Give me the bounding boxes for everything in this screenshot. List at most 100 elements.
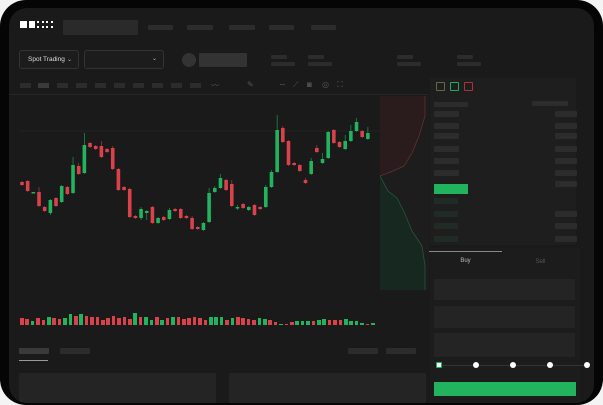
buy-tab-underline — [429, 251, 502, 252]
timeframe-button[interactable] — [20, 83, 31, 88]
candle — [99, 141, 104, 158]
candle — [247, 206, 251, 211]
orderbook-asks-icon[interactable] — [464, 82, 473, 91]
nav-item[interactable] — [229, 25, 255, 30]
tab-sell[interactable]: Sell — [535, 259, 546, 265]
candle — [315, 145, 319, 153]
price-input[interactable] — [434, 279, 575, 300]
volume-bar — [176, 317, 181, 325]
candle-body — [320, 159, 325, 163]
orderbook-both-icon[interactable] — [436, 82, 445, 91]
candle — [88, 142, 92, 148]
bid-row[interactable] — [434, 211, 458, 217]
nav-item[interactable] — [269, 25, 294, 30]
amount-input[interactable] — [434, 306, 575, 328]
timeframe-button[interactable] — [38, 83, 49, 88]
candle — [20, 181, 24, 186]
timeframe-button[interactable] — [152, 83, 163, 88]
orderbook-header-amount — [532, 101, 568, 106]
candle — [161, 216, 166, 221]
volume-bar — [327, 319, 332, 325]
volume-bar — [203, 319, 208, 325]
stat-value — [457, 62, 481, 66]
slider-step[interactable] — [584, 362, 590, 368]
candle — [309, 158, 313, 175]
ask-row[interactable] — [434, 123, 459, 129]
volume-bar — [79, 314, 83, 325]
candle — [116, 168, 121, 191]
chevron-down-icon: ⌄ — [66, 57, 72, 63]
total-input[interactable] — [434, 333, 575, 357]
candle — [332, 129, 336, 144]
nav-item[interactable] — [311, 25, 336, 30]
nav-item[interactable] — [148, 25, 173, 30]
candle — [65, 186, 70, 195]
search-bar[interactable] — [63, 20, 138, 35]
timeframe-button[interactable] — [57, 83, 68, 88]
filter-button[interactable] — [386, 348, 416, 354]
timeframe-button[interactable] — [133, 83, 144, 88]
candle-body — [354, 122, 359, 131]
volume-bar — [268, 319, 272, 325]
ask-row[interactable] — [434, 158, 459, 164]
candle — [93, 145, 98, 150]
candle-body — [298, 165, 302, 171]
okx-logo[interactable] — [20, 21, 53, 28]
timeframe-button[interactable] — [95, 83, 106, 88]
ruler-icon[interactable]: ⟋ — [293, 80, 299, 89]
depth-bids-area — [380, 176, 425, 290]
filter-button[interactable] — [348, 348, 378, 354]
fullscreen-icon[interactable]: ⛶ — [337, 80, 343, 89]
candle-body — [116, 169, 121, 190]
volume-bar — [25, 318, 29, 325]
buy-button[interactable] — [434, 382, 576, 396]
volume-bar — [74, 315, 78, 325]
draw-icon[interactable]: ✎ — [247, 80, 254, 89]
candlestick-chart[interactable] — [9, 8, 429, 338]
candle-body — [133, 216, 138, 218]
candle — [258, 206, 262, 210]
candle-body — [212, 188, 217, 192]
ask-row[interactable] — [434, 111, 459, 117]
ask-row[interactable] — [434, 133, 459, 139]
pair-select[interactable]: ⌄ — [84, 50, 164, 69]
ask-row[interactable] — [434, 146, 459, 152]
timeframe-button[interactable] — [171, 83, 182, 88]
timeframe-button[interactable] — [76, 83, 87, 88]
candle-body — [54, 198, 58, 206]
tab-order-history[interactable] — [60, 348, 90, 354]
slider-step[interactable] — [473, 362, 479, 368]
line-icon[interactable]: ∼ — [279, 80, 286, 89]
candle-body — [275, 130, 279, 172]
tab-open-orders[interactable] — [19, 348, 49, 354]
slider-step[interactable] — [547, 362, 553, 368]
timeframe-button[interactable] — [190, 83, 201, 88]
orderbook-bids-icon[interactable] — [450, 82, 459, 91]
camera-icon[interactable]: ◙ — [307, 80, 312, 89]
volume-bar — [333, 320, 337, 325]
volume-bar — [354, 321, 359, 325]
volume-bar — [128, 318, 132, 325]
volume-bar — [219, 317, 224, 325]
market-select-label: Spot Trading — [28, 56, 65, 63]
candle — [31, 192, 36, 194]
slider-step[interactable] — [510, 362, 516, 368]
bid-row[interactable] — [434, 223, 458, 229]
tab-buy[interactable]: Buy — [460, 258, 471, 264]
ask-row[interactable] — [434, 170, 459, 176]
bid-row[interactable] — [434, 236, 458, 242]
volume-bar — [171, 317, 175, 325]
ask-amount — [555, 111, 577, 117]
settings-icon[interactable]: ◎ — [322, 80, 329, 89]
slider-step[interactable] — [436, 362, 442, 368]
candle — [241, 203, 245, 209]
timeframe-button[interactable] — [114, 83, 125, 88]
indicator-icon[interactable]: 〰 — [211, 81, 219, 90]
divider — [9, 94, 429, 95]
candle-body — [25, 181, 30, 191]
orders-panel-right — [229, 373, 426, 403]
candle — [298, 164, 302, 172]
nav-item[interactable] — [187, 25, 213, 30]
market-select[interactable]: Spot Trading ⌄ — [19, 50, 79, 69]
bid-row[interactable] — [434, 198, 458, 204]
